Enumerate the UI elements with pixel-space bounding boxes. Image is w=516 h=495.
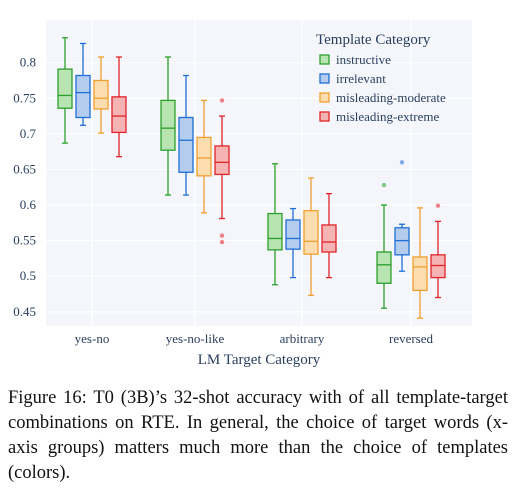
- x-axis-title: LM Target Category: [198, 352, 321, 368]
- box-iqr: [160, 99, 176, 151]
- series-instructive: [57, 37, 392, 309]
- y-tick-label: 0.45: [13, 304, 36, 319]
- legend-swatch: [319, 111, 330, 122]
- x-tick-label: yes-no: [75, 331, 110, 346]
- legend-label: instructive: [336, 52, 391, 67]
- box-iqr: [285, 219, 301, 250]
- y-tick-label: 0.8: [20, 55, 36, 70]
- box-iqr: [376, 251, 392, 284]
- legend-swatch: [319, 92, 330, 103]
- x-axis-ticks: yes-no yes-no-like arbitrary reversed: [75, 331, 434, 346]
- legend-title: Template Category: [316, 32, 431, 48]
- legend-label: misleading-extreme: [336, 109, 439, 124]
- box-iqr: [303, 210, 319, 255]
- y-tick-label: 0.7: [20, 126, 37, 141]
- outlier-point: [219, 239, 225, 245]
- outlier-point: [399, 160, 405, 165]
- box-plot-chart: 0.450.50.550.60.650.70.750.8 yes-no yes-n…: [13, 20, 472, 368]
- plot-background: [46, 20, 472, 326]
- series-misleading-moderate: [93, 56, 428, 319]
- legend-swatch: [319, 54, 330, 65]
- box-iqr: [430, 254, 446, 279]
- legend-label: misleading-moderate: [336, 90, 446, 105]
- y-tick-label: 0.55: [13, 233, 36, 248]
- legend: Template Category instructive irrelevant m…: [316, 32, 446, 124]
- legend-swatch: [319, 73, 330, 84]
- box-iqr: [394, 227, 410, 256]
- box-iqr: [111, 96, 127, 134]
- box-iqr: [57, 68, 73, 109]
- legend-label: irrelevant: [336, 71, 386, 86]
- y-tick-label: 0.65: [13, 161, 36, 176]
- y-tick-label: 0.75: [13, 90, 36, 105]
- outlier-point: [219, 98, 225, 103]
- y-tick-label: 0.5: [20, 268, 36, 283]
- box-iqr: [75, 74, 91, 119]
- y-tick-label: 0.6: [20, 197, 37, 212]
- x-tick-label: reversed: [389, 331, 434, 346]
- figure-caption: Figure 16: T0 (3B)’s 32-shot accuracy wi…: [8, 388, 508, 483]
- x-tick-label: arbitrary: [280, 331, 325, 346]
- x-tick-label: yes-no-like: [166, 331, 225, 346]
- box-iqr: [178, 116, 194, 173]
- box-iqr: [412, 256, 428, 292]
- box-iqr: [93, 79, 109, 110]
- y-axis-ticks: 0.45 0.5 0.55 0.6 0.65 0.7 0.75 0.8: [13, 55, 36, 319]
- series-irrelevant: [75, 42, 410, 279]
- box-series: [57, 37, 446, 319]
- box-iqr: [214, 145, 230, 176]
- outlier-point: [435, 203, 441, 208]
- series-misleading-extreme: [111, 56, 446, 299]
- box-iqr: [267, 212, 283, 251]
- box-iqr: [321, 224, 337, 253]
- outlier-point: [381, 182, 387, 188]
- outlier-point: [219, 233, 225, 238]
- box-iqr: [196, 136, 212, 177]
